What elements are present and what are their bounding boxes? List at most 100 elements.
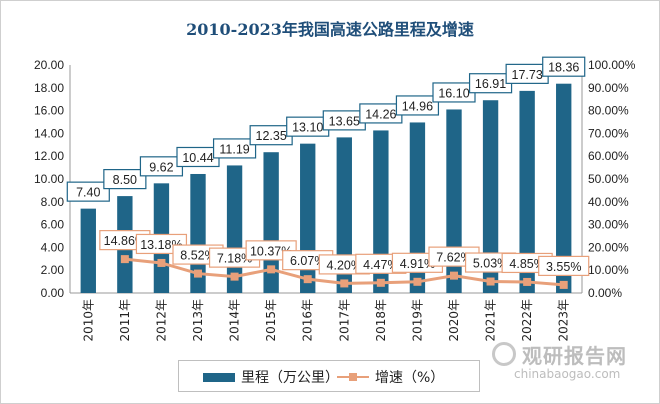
legend-label-line: 增速（%） [375,370,445,386]
bar-value-box [542,56,586,77]
left-tick-label: 18.00 [34,81,64,95]
growth-value-box [538,255,590,277]
bar [300,143,316,293]
growth-point [267,265,276,274]
growth-point [303,275,312,284]
bar-value-label: 13.10 [292,121,323,135]
bar-value-box [103,169,147,190]
growth-value-label: 4.91% [400,257,435,271]
growth-point [486,277,495,286]
growth-value-label: 14.86% [104,234,146,248]
right-tick-label: 50.00% [588,172,629,186]
x-tick-label: 2013年 [191,299,205,342]
left-tick-label: 0.00 [41,286,65,300]
x-tick-label: 2016年 [301,299,315,342]
bar-value-label: 16.10 [438,86,469,100]
x-tick-label: 2015年 [264,299,278,342]
x-tick-label: 2011年 [118,299,132,342]
growth-value-label: 4.20% [327,258,362,272]
bar [519,90,535,294]
bar [409,122,426,294]
growth-value-label: 10.37% [250,244,292,258]
right-tick-label: 0.00% [588,286,622,300]
bar [80,208,96,293]
bar-value-label: 17.73 [512,68,543,82]
right-tick-label: 40.00% [588,195,629,209]
bar-value-label: 12.35 [256,129,287,143]
growth-point [120,255,129,264]
x-tick-label: 2019年 [410,299,424,342]
x-tick-label: 2014年 [228,299,242,342]
growth-point [413,277,422,286]
x-tick-label: 2012年 [154,299,168,342]
left-tick-label: 4.00 [41,240,65,254]
bar-value-label: 16.91 [475,77,506,91]
growth-value-label: 5.03% [473,257,508,271]
bar-value-label: 7.40 [76,186,100,200]
growth-value-label: 3.55% [546,260,581,274]
growth-point [559,280,568,289]
bar [336,137,352,293]
right-tick-label: 20.00% [588,240,629,254]
growth-point [194,269,202,278]
watermark-en: chinabaogao.com [514,367,621,381]
legend-item-bar: 里程（万公里） [203,367,339,387]
bar-value-label: 14.26 [365,107,396,121]
growth-point [230,272,239,281]
left-tick-label: 12.00 [34,149,64,163]
bar-value-box [66,181,110,202]
watermark-cn: 观研报告网 [522,344,627,368]
growth-point [523,277,532,286]
x-tick-label: 2023年 [557,299,571,342]
right-tick-label: 30.00% [588,218,629,232]
watermark-logo-icon [492,342,516,366]
growth-value-label: 7.18% [217,252,252,266]
growth-point [157,258,166,267]
right-tick-label: 10.00% [588,263,629,277]
chart-title: 2010-2023年我国高速公路里程及增速 [186,20,474,39]
right-tick-label: 80.00% [588,104,629,118]
growth-value-label: 4.85% [509,257,544,271]
x-tick-label: 2021年 [484,299,498,342]
bar [373,130,389,293]
bar [482,100,499,293]
right-tick-label: 60.00% [588,149,629,163]
legend-item-line: 增速（%） [337,367,444,387]
growth-point [340,279,349,288]
legend-swatch-bar [203,372,235,382]
bar-value-box [395,95,440,116]
bar-value-label: 8.50 [113,173,137,187]
right-tick-label: 90.00% [588,81,629,95]
right-tick-label: 100.00% [588,58,636,72]
left-tick-label: 8.00 [41,195,65,209]
watermark: 观研报告网 chinabaogao.com [492,340,652,386]
right-tick-label: 70.00% [588,126,629,140]
growth-point [376,278,385,287]
growth-value-label: 13.18% [140,238,182,252]
left-tick-label: 14.00 [34,126,64,140]
x-tick-label: 2020年 [447,299,461,342]
x-tick-label: 2022年 [520,299,534,342]
growth-value-label: 4.47% [363,258,398,272]
bar [556,83,572,293]
legend-label-bar: 里程（万公里） [241,370,339,386]
growth-value-label: 7.62% [436,251,471,265]
growth-value-label: 8.52% [180,249,215,263]
legend: 里程（万公里） 增速（%） [178,360,480,392]
x-tick-label: 2017年 [337,299,351,342]
bar-value-label: 13.65 [329,114,360,128]
bar-value-label: 14.96 [402,99,433,113]
legend-swatch-line [337,371,369,383]
left-tick-label: 16.00 [34,104,64,118]
left-tick-label: 6.00 [41,218,65,232]
bar-value-label: 9.62 [149,160,173,174]
bar-value-label: 18.36 [548,61,579,75]
left-tick-label: 20.00 [34,58,64,72]
bar-value-label: 11.19 [219,142,249,156]
left-tick-label: 10.00 [34,172,64,186]
left-tick-label: 2.00 [41,263,65,277]
growth-point [450,271,458,280]
growth-value-label: 6.07% [290,254,325,268]
x-tick-label: 2010年 [81,299,95,342]
